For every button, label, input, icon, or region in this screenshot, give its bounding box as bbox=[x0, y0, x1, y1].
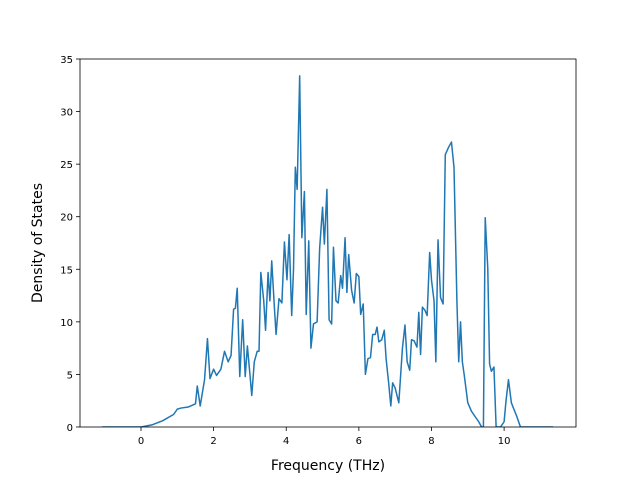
y-tick-label: 15 bbox=[60, 265, 73, 276]
x-tick-label: 8 bbox=[428, 436, 434, 447]
y-tick-label: 5 bbox=[67, 370, 73, 381]
y-tick-label: 10 bbox=[60, 318, 73, 329]
x-tick-label: 4 bbox=[283, 436, 289, 447]
x-tick-label: 6 bbox=[356, 436, 362, 447]
y-tick-label: 25 bbox=[60, 160, 73, 171]
y-tick-label: 30 bbox=[60, 108, 73, 119]
y-axis-label: Density of States bbox=[30, 183, 46, 303]
y-tick-label: 20 bbox=[60, 213, 73, 224]
plot-frame bbox=[79, 58, 577, 428]
x-axis-label: Frequency (THz) bbox=[271, 458, 385, 474]
line bbox=[102, 75, 554, 427]
x-tick-label: 10 bbox=[498, 436, 511, 447]
y-tick-label: 35 bbox=[60, 55, 73, 66]
x-tick-label: 0 bbox=[138, 436, 144, 447]
x-tick-label: 2 bbox=[210, 436, 216, 447]
y-tick-label: 0 bbox=[67, 423, 73, 434]
